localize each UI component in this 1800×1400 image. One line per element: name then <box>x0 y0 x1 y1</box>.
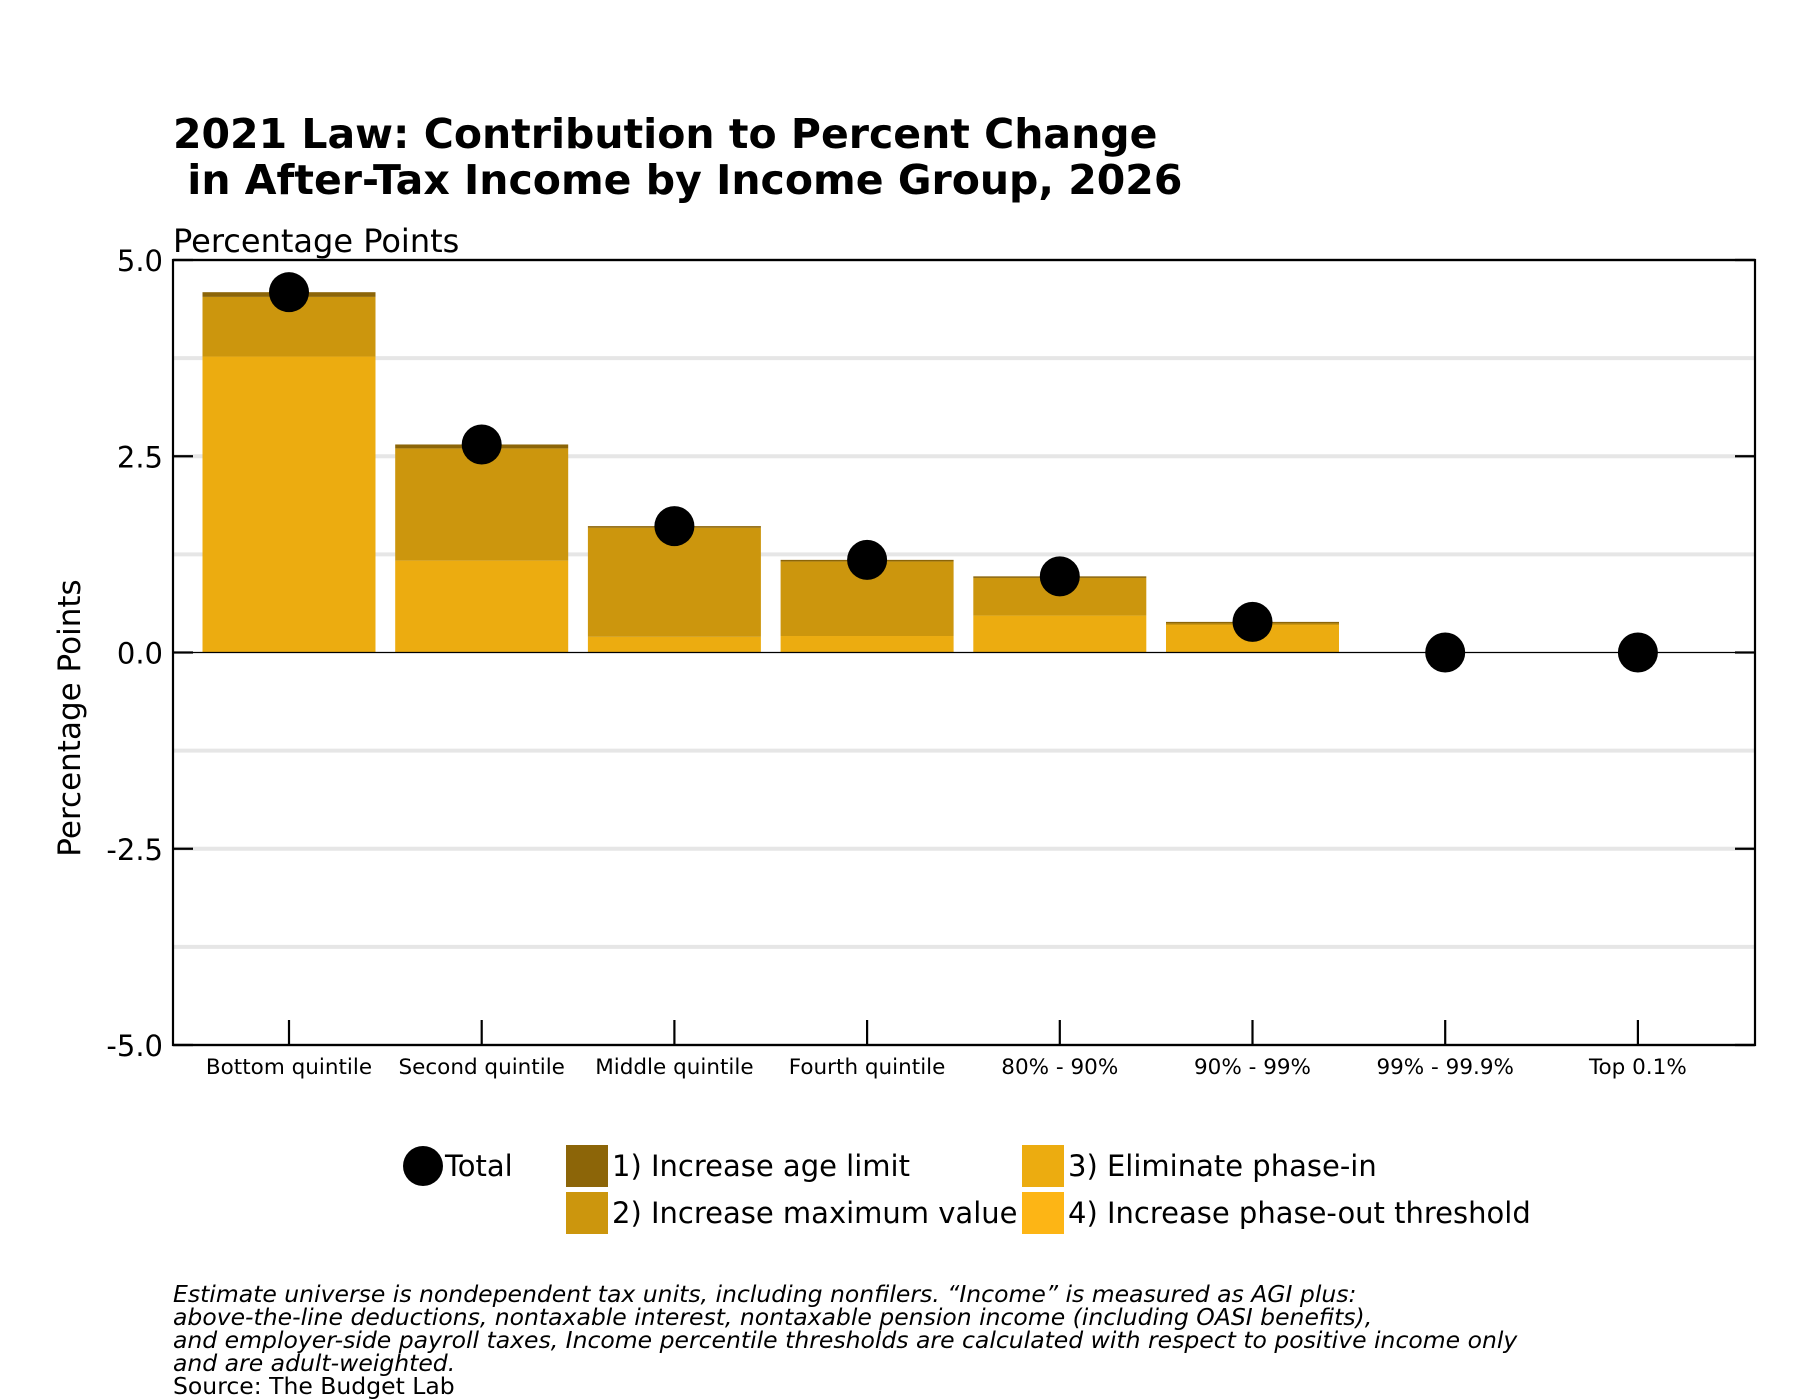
footnote-line: above-the-line deductions, nontaxable in… <box>173 1303 1373 1331</box>
chart-title: 2021 Law: Contribution to Percent Change… <box>173 110 1183 204</box>
bar-segment <box>780 636 954 653</box>
bar-segment <box>395 560 569 653</box>
y-axis-label: Percentage Points <box>52 579 88 856</box>
legend-item-increase-age-limit: 1) Increase age limit <box>566 1145 910 1187</box>
footnote: Estimate universe is nondependent tax un… <box>173 1280 1518 1400</box>
bar-segment <box>202 356 376 653</box>
total-marker <box>1425 632 1466 673</box>
total-marker <box>1232 601 1273 642</box>
y-tick-label: -2.5 <box>106 833 163 867</box>
footnote-line: and are adult-weighted. <box>173 1349 456 1377</box>
y-tick-label: 2.5 <box>117 440 163 474</box>
total-marker <box>1617 632 1658 673</box>
bar-segment <box>395 448 569 561</box>
legend-swatch <box>566 1145 608 1187</box>
total-markers <box>269 272 1658 673</box>
total-marker <box>1039 556 1080 597</box>
x-tick-label: 80% - 90% <box>1001 1055 1118 1080</box>
x-tick-label: Bottom quintile <box>206 1055 372 1080</box>
y-tick-label: 0.0 <box>117 637 163 671</box>
legend-item-increase-maximum-value: 2) Increase maximum value <box>566 1192 1017 1234</box>
y-tick-label: -5.0 <box>106 1029 163 1063</box>
legend-label: 1) Increase age limit <box>612 1149 910 1183</box>
bars <box>202 292 1339 653</box>
legend: Total 1) Increase age limit 3) Eliminate… <box>395 1145 1575 1245</box>
legend-item-total: Total <box>403 1145 513 1187</box>
legend-swatch <box>1022 1192 1064 1234</box>
y-tick-label: 5.0 <box>117 244 163 278</box>
total-marker <box>654 506 695 547</box>
x-tick-label: Second quintile <box>398 1055 564 1080</box>
legend-label: 3) Eliminate phase-in <box>1068 1149 1377 1183</box>
legend-label: 2) Increase maximum value <box>612 1196 1018 1230</box>
legend-swatch <box>566 1192 608 1234</box>
total-marker <box>269 272 309 313</box>
total-marker <box>847 539 888 580</box>
axes: 5.0 2.5 0.0 -2.5 -5.0 Bottom quintile Second q… <box>106 244 1757 1080</box>
legend-label: Total <box>445 1149 513 1183</box>
source-note: Source: The Budget Lab <box>173 1372 455 1400</box>
legend-label: 4) Increase phase-out threshold <box>1068 1196 1531 1230</box>
legend-item-increase-phase-out-threshold: 4) Increase phase-out threshold <box>1022 1192 1531 1234</box>
bar-segment <box>973 615 1147 653</box>
legend-item-eliminate-phase-in: 3) Eliminate phase-in <box>1022 1145 1377 1187</box>
footnote-line: Estimate universe is nondependent tax un… <box>173 1280 1357 1308</box>
x-tick-label: 99% - 99.9% <box>1376 1055 1514 1080</box>
footnote-line: and employer-side payroll taxes, Income … <box>173 1326 1518 1354</box>
total-marker <box>461 424 502 465</box>
chart-subtitle: Percentage Points <box>173 222 460 260</box>
x-tick-label: Top 0.1% <box>1588 1055 1687 1080</box>
bar-segment <box>587 636 761 653</box>
x-tick-label: Fourth quintile <box>789 1055 946 1080</box>
x-tick-label: 90% - 99% <box>1194 1055 1311 1080</box>
legend-marker-total <box>403 1146 443 1186</box>
legend-swatch <box>1022 1145 1064 1187</box>
x-tick-label: Middle quintile <box>595 1055 753 1080</box>
